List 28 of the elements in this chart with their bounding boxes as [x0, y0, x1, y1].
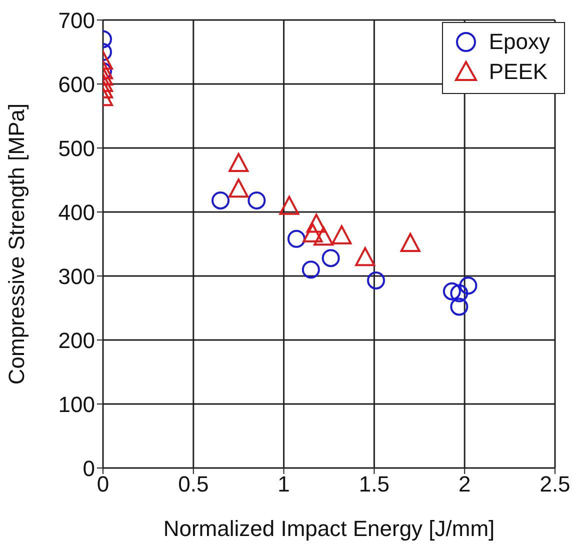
legend-label: Epoxy [488, 28, 550, 56]
y-tick-label: 400 [58, 200, 95, 225]
y-axis-title: Compressive Strength [MPa] [4, 103, 29, 385]
point [322, 249, 340, 268]
y-tick-label: 500 [58, 136, 95, 161]
y-tick-label: 100 [58, 392, 95, 417]
y-tick-label: 600 [58, 72, 95, 97]
point [314, 226, 334, 246]
y-tick-label: 200 [58, 328, 95, 353]
point [332, 225, 352, 244]
y-tick-label: 700 [58, 8, 95, 33]
legend-label: PEEK [488, 58, 548, 86]
point [306, 214, 326, 233]
x-tick-label: 2.5 [540, 472, 570, 497]
point [302, 223, 323, 242]
y-tick-label: 300 [58, 264, 95, 289]
point [400, 233, 420, 252]
point [302, 260, 320, 279]
point [355, 247, 376, 266]
y-tick-label: 0 [82, 456, 95, 481]
point [279, 196, 300, 215]
x-axis-title: Normalized Impact Energy [J/mm] [163, 516, 495, 541]
x-tick-label: 0.5 [178, 472, 209, 497]
x-tick-label: 2 [458, 472, 471, 497]
x-tick-label: 1.5 [358, 472, 390, 497]
x-tick-label: 1 [278, 472, 290, 497]
point [287, 230, 306, 248]
point [367, 271, 386, 290]
